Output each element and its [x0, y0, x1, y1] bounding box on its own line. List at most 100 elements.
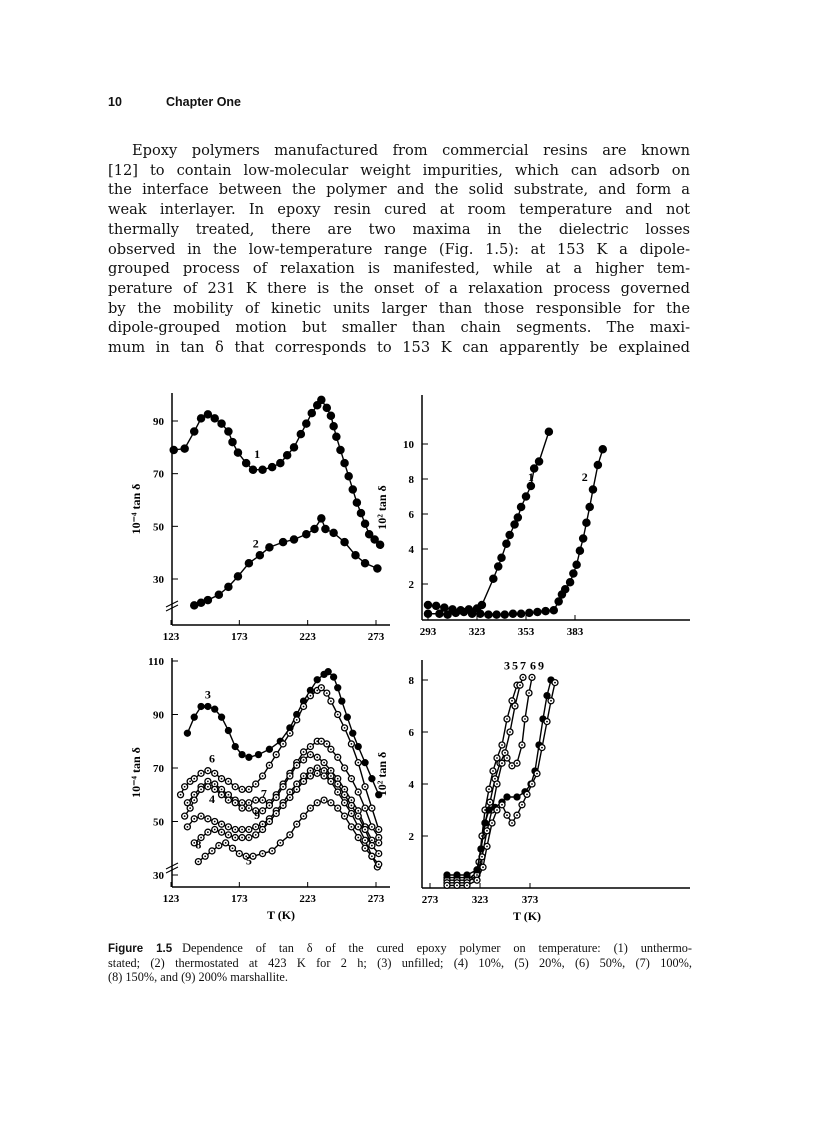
data-point-center [275, 796, 278, 799]
data-point [543, 691, 551, 700]
data-point [578, 534, 588, 543]
data-point [214, 590, 224, 600]
x-tick-label: 293 [420, 626, 437, 638]
caption-line: (8) 150%, and (9) 200% marshallite. [108, 970, 692, 985]
x-tick-label: 273 [422, 894, 439, 906]
data-point [593, 460, 603, 470]
series-label: 2 [253, 536, 259, 550]
series-2: 2 [189, 514, 382, 610]
data-point-center [189, 807, 192, 810]
data-point [516, 502, 526, 512]
data-point-center [207, 831, 209, 834]
body-line: dipole-grouped motion but smaller than c… [108, 319, 690, 337]
data-point [189, 427, 199, 436]
data-point [324, 668, 332, 676]
data-point-center [531, 783, 533, 785]
data-point [569, 569, 578, 578]
data-point [598, 444, 608, 454]
x-tick-label: 373 [522, 894, 539, 906]
data-point-center [295, 783, 298, 785]
y-tick-label: 50 [153, 817, 165, 829]
x-tick-label: 323 [469, 626, 486, 638]
data-point-center [336, 783, 339, 785]
x-tick-label: 323 [472, 894, 489, 906]
data-point-center [295, 823, 298, 826]
data-point-center [186, 825, 189, 828]
data-point-center [227, 833, 230, 836]
data-point-center [336, 756, 339, 759]
data-point-center [501, 744, 503, 746]
data-point-center [531, 676, 533, 679]
data-point-center [302, 759, 305, 761]
data-point [541, 606, 550, 616]
data-point [423, 600, 433, 610]
data-point-center [371, 839, 373, 842]
data-point-center [302, 780, 305, 783]
data-point [224, 582, 233, 592]
data-point [529, 464, 539, 473]
data-point-center [254, 825, 257, 828]
data-point-center [224, 842, 227, 844]
data-point-center [268, 820, 271, 823]
data-point-center [377, 842, 380, 844]
data-point [265, 543, 274, 552]
x-tick-label: 383 [567, 626, 584, 638]
data-point-center [289, 732, 291, 735]
data-point-center [183, 815, 186, 818]
y-tick-label: 8 [409, 675, 415, 687]
data-point [484, 610, 493, 619]
data-point [189, 601, 199, 610]
data-point-center [261, 828, 264, 831]
series-line [193, 772, 378, 868]
body-line: [12] to contain low-molecular weight imp… [108, 161, 690, 179]
data-point-center [248, 828, 250, 831]
data-point [282, 450, 292, 460]
data-point-center [364, 847, 366, 850]
data-point-center [522, 676, 524, 679]
data-point-center [330, 748, 332, 751]
data-point-center [482, 866, 484, 869]
data-point-center [207, 780, 209, 783]
data-point-center [323, 769, 325, 772]
data-point [351, 551, 360, 560]
data-point [241, 458, 251, 468]
data-point-center [371, 855, 373, 858]
series-label: 7 [520, 659, 526, 673]
data-point [492, 610, 501, 619]
data-point [481, 819, 489, 827]
data-point-center [377, 828, 380, 831]
body-line: thermally treated, there are two maxima … [108, 220, 690, 238]
figure-caption: Figure 1.5 Dependence of tan δ of the cur… [108, 941, 692, 985]
data-point-center [336, 807, 339, 810]
data-point [224, 427, 233, 436]
data-point-center [316, 756, 319, 759]
series-1: 1 [423, 427, 554, 615]
data-point [204, 702, 212, 711]
data-point [431, 601, 441, 611]
data-point [477, 600, 487, 610]
x-tick-label: 273 [368, 631, 385, 643]
data-point [513, 793, 521, 801]
data-point [307, 408, 317, 418]
data-point [453, 871, 461, 879]
data-point-center [371, 807, 373, 810]
series-9: 9 [443, 659, 559, 890]
data-point [336, 445, 345, 455]
data-point-center [193, 793, 196, 796]
data-point [224, 726, 233, 735]
data-point [521, 492, 531, 501]
running-header: 10 Chapter One [108, 95, 241, 109]
data-point-center [343, 801, 346, 804]
data-point-center [275, 753, 278, 756]
data-point [233, 448, 243, 457]
y-tick-label: 8 [409, 474, 415, 486]
data-point-center [343, 767, 346, 769]
data-point-center [261, 852, 264, 855]
data-point-center [330, 801, 332, 804]
caption-text: (8) 150%, and (9) 200% marshallite. [108, 970, 288, 985]
data-point-center [309, 807, 312, 810]
data-point [560, 585, 570, 594]
data-point-center [254, 809, 257, 812]
data-point [489, 574, 498, 584]
data-point-center [213, 772, 216, 775]
